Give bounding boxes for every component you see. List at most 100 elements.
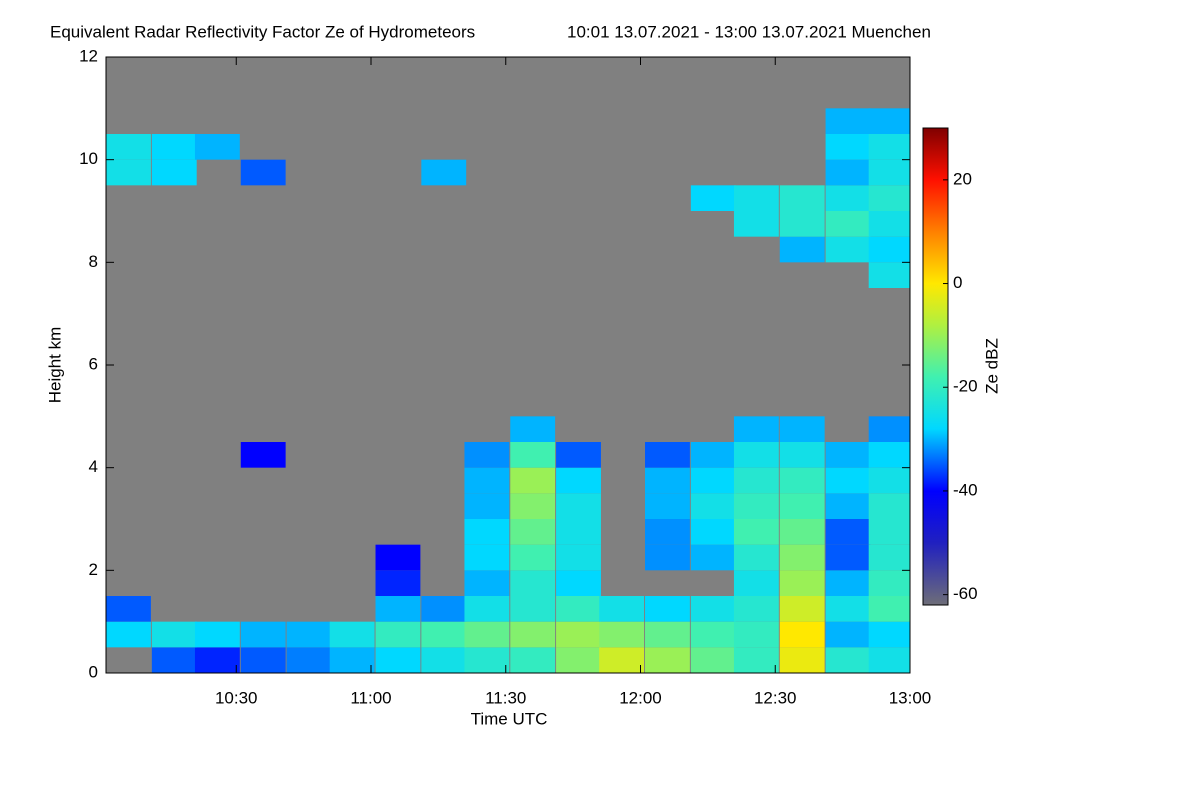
y-tick-label: 12 xyxy=(79,46,98,65)
colorbar xyxy=(922,127,949,606)
heatmap-cell xyxy=(421,647,467,673)
heatmap-cell xyxy=(690,596,736,622)
heatmap-cell xyxy=(690,647,736,673)
x-tick-label: 10:30 xyxy=(215,688,258,707)
heatmap-cell xyxy=(151,621,197,648)
heatmap-cell xyxy=(733,416,779,442)
heatmap-cell xyxy=(779,570,825,596)
heatmap-cell xyxy=(733,544,779,571)
heatmap-cell xyxy=(645,442,690,468)
heatmap-cell xyxy=(556,442,601,468)
heatmap-cell xyxy=(825,519,871,545)
x-tick-label: 11:30 xyxy=(485,688,526,707)
heatmap-cell xyxy=(690,519,736,545)
heatmap-cell xyxy=(645,519,690,545)
heatmap-cell xyxy=(733,211,779,237)
heatmap-cell xyxy=(464,493,510,519)
heatmap-cell xyxy=(779,416,825,442)
heatmap-cell xyxy=(645,467,690,494)
heatmap-cell xyxy=(556,493,601,519)
heatmap-cell xyxy=(510,596,556,622)
heatmap-cell xyxy=(868,519,910,545)
heatmap-cell xyxy=(151,159,197,186)
heatmap-cell xyxy=(375,621,421,648)
heatmap-cell xyxy=(510,647,556,673)
heatmap-cell xyxy=(868,493,910,519)
heatmap-cell xyxy=(825,493,871,519)
heatmap-cell xyxy=(464,647,510,673)
heatmap-cell xyxy=(779,596,825,622)
heatmap-cell xyxy=(375,570,421,596)
heatmap-cell xyxy=(464,544,510,571)
heatmap-cell xyxy=(868,647,910,673)
heatmap-cell xyxy=(733,519,779,545)
heatmap-cell xyxy=(779,621,825,648)
heatmap-cell xyxy=(286,647,332,673)
heatmap-cell xyxy=(868,159,910,186)
heatmap-cell xyxy=(868,596,910,622)
x-tick-label: 12:30 xyxy=(754,688,797,707)
heatmap-cell xyxy=(779,236,825,263)
heatmap-cell xyxy=(868,262,910,288)
heatmap-cell xyxy=(240,621,286,648)
heatmap-cell xyxy=(733,442,779,468)
heatmap-cell xyxy=(106,159,151,186)
heatmap-cell xyxy=(464,596,510,622)
heatmap-cell xyxy=(106,134,151,160)
heatmap-cell xyxy=(240,647,286,673)
x-tick-label: 11:00 xyxy=(350,688,391,707)
heatmap-cell xyxy=(329,621,375,648)
heatmap-cell xyxy=(733,596,779,622)
y-tick-label: 0 xyxy=(89,662,98,681)
heatmap-cell xyxy=(690,544,736,571)
heatmap-cell xyxy=(645,596,690,622)
heatmap-cell xyxy=(825,467,871,494)
colorbar-label: Ze dBZ xyxy=(982,338,1001,394)
heatmap-cell xyxy=(868,185,910,211)
heatmap-cell xyxy=(825,544,871,571)
heatmap-cell xyxy=(868,621,910,648)
heatmap-cell xyxy=(645,621,690,648)
x-tick-label: 12:00 xyxy=(619,688,662,707)
heatmap-cell xyxy=(194,621,240,648)
heatmap-cell xyxy=(599,621,645,648)
heatmap-cell xyxy=(599,596,645,622)
heatmap-cell xyxy=(825,211,871,237)
heatmap-cell xyxy=(510,442,556,468)
heatmap-cell xyxy=(151,647,197,673)
heatmap-cell xyxy=(421,159,467,186)
heatmap-cell xyxy=(645,647,690,673)
y-tick-label: 6 xyxy=(89,354,98,373)
heatmap-cell xyxy=(464,442,510,468)
heatmap-cell xyxy=(733,185,779,211)
heatmap-cell xyxy=(556,467,601,494)
heatmap-cell xyxy=(599,647,645,673)
colorbar-tick-label: -40 xyxy=(953,480,978,499)
heatmap-cell xyxy=(510,467,556,494)
heatmap-cell xyxy=(825,647,871,673)
heatmap-cell xyxy=(556,621,601,648)
heatmap-cell xyxy=(194,134,240,160)
heatmap-cell xyxy=(556,596,601,622)
heatmap-cell xyxy=(825,185,871,211)
y-axis-label: Height km xyxy=(45,327,64,404)
heatmap-cell xyxy=(645,493,690,519)
colorbar-tick-label: -60 xyxy=(953,584,978,603)
heatmap-cell xyxy=(733,493,779,519)
heatmap-cell xyxy=(779,519,825,545)
heatmap-cell xyxy=(510,544,556,571)
heatmap-cell xyxy=(240,159,286,186)
heatmap-cell xyxy=(825,159,871,186)
heatmap-cell xyxy=(779,211,825,237)
heatmap-cell xyxy=(240,442,286,468)
heatmap-cell xyxy=(779,185,825,211)
heatmap-cell xyxy=(868,467,910,494)
heatmap-cell xyxy=(375,647,421,673)
heatmap-cell xyxy=(375,544,421,571)
colorbar-tick-label: 0 xyxy=(953,273,962,292)
heatmap-cell xyxy=(690,467,736,494)
heatmap-cell xyxy=(286,621,332,648)
y-tick-label: 8 xyxy=(89,252,98,271)
heatmap-cell xyxy=(868,108,910,134)
